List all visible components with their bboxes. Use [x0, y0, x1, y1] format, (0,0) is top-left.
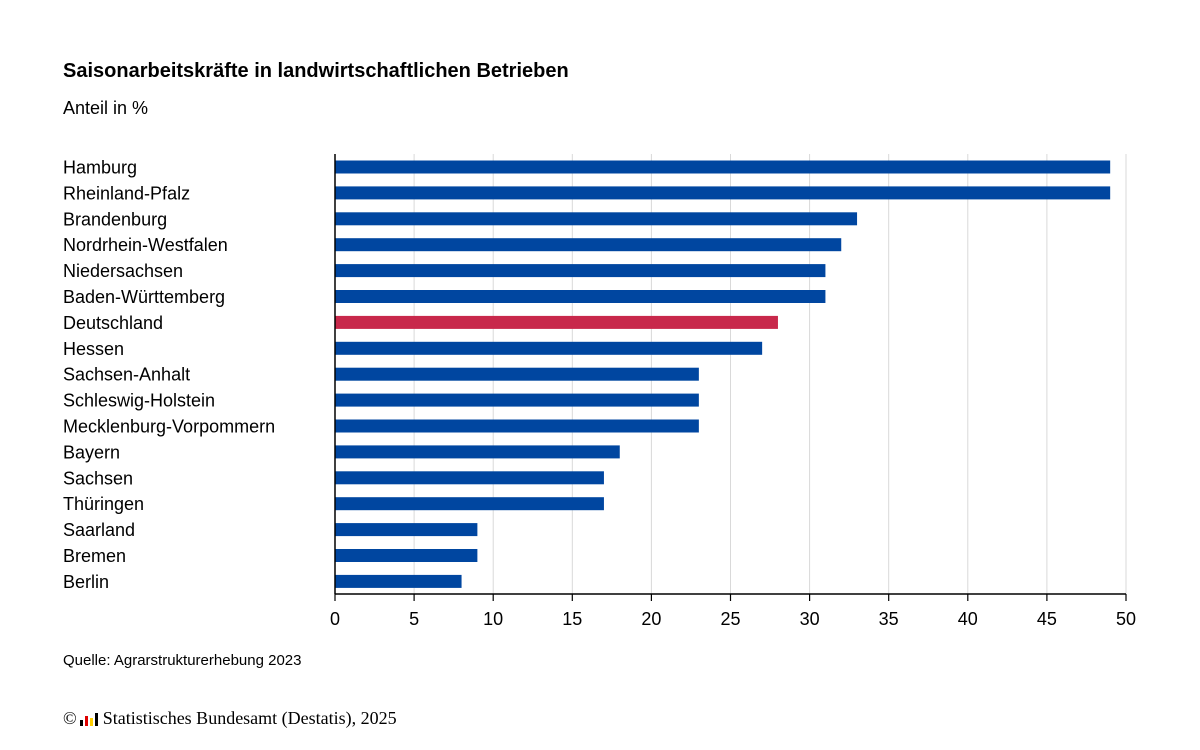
category-label: Sachsen-Anhalt: [63, 365, 190, 385]
category-label: Berlin: [63, 572, 109, 592]
copyright-line: © Statistisches Bundesamt (Destatis), 20…: [63, 708, 397, 729]
bar: [335, 238, 842, 252]
x-tick-label: 10: [483, 609, 503, 629]
bar: [335, 574, 462, 588]
destatis-logo-icon: [79, 712, 98, 726]
bar: [335, 315, 778, 329]
x-tick-label: 30: [800, 609, 820, 629]
x-tick-label: 5: [409, 609, 419, 629]
bar: [335, 290, 826, 303]
x-tick-label: 50: [1116, 609, 1136, 629]
category-label: Baden-Württemberg: [63, 287, 225, 307]
chart-subtitle: Anteil in %: [63, 98, 149, 118]
bar: [335, 212, 858, 226]
x-tick-label: 20: [641, 609, 661, 629]
x-tick-label: 35: [879, 609, 899, 629]
x-tick-label: 25: [720, 609, 740, 629]
category-label: Nordrhein-Westfalen: [63, 235, 228, 255]
category-label: Bremen: [63, 546, 126, 566]
x-tick-label: 45: [1037, 609, 1057, 629]
category-label: Bayern: [63, 442, 120, 462]
bar: [335, 445, 620, 459]
bar: [335, 367, 699, 381]
copyright-symbol: ©: [63, 708, 77, 728]
category-label: Hessen: [63, 339, 124, 359]
bar: [335, 471, 604, 485]
bar: [335, 393, 699, 407]
x-tick-label: 15: [562, 609, 582, 629]
category-label: Thüringen: [63, 494, 144, 514]
category-label: Deutschland: [63, 313, 163, 333]
category-label: Niedersachsen: [63, 261, 183, 281]
category-label: Saarland: [63, 520, 135, 540]
bar: [335, 549, 478, 562]
bar: [335, 341, 763, 355]
category-label: Mecklenburg-Vorpommern: [63, 417, 275, 437]
x-tick-label: 0: [330, 609, 340, 629]
category-label: Rheinland-Pfalz: [63, 183, 190, 203]
source-note: Quelle: Agrarstrukturerhebung 2023: [63, 652, 302, 669]
bar: [335, 264, 826, 278]
category-label: Brandenburg: [63, 209, 167, 229]
bar: [335, 160, 1111, 174]
bar: [335, 186, 1111, 200]
category-label: Hamburg: [63, 158, 137, 178]
category-label: Sachsen: [63, 468, 133, 488]
bar: [335, 419, 699, 433]
copyright-text: Statistisches Bundesamt (Destatis), 2025: [102, 708, 397, 728]
category-label: Schleswig-Holstein: [63, 391, 215, 411]
bar: [335, 523, 478, 537]
x-tick-label: 40: [958, 609, 978, 629]
bar: [335, 497, 604, 511]
chart-title: Saisonarbeitskräfte in landwirtschaftlic…: [63, 60, 569, 82]
